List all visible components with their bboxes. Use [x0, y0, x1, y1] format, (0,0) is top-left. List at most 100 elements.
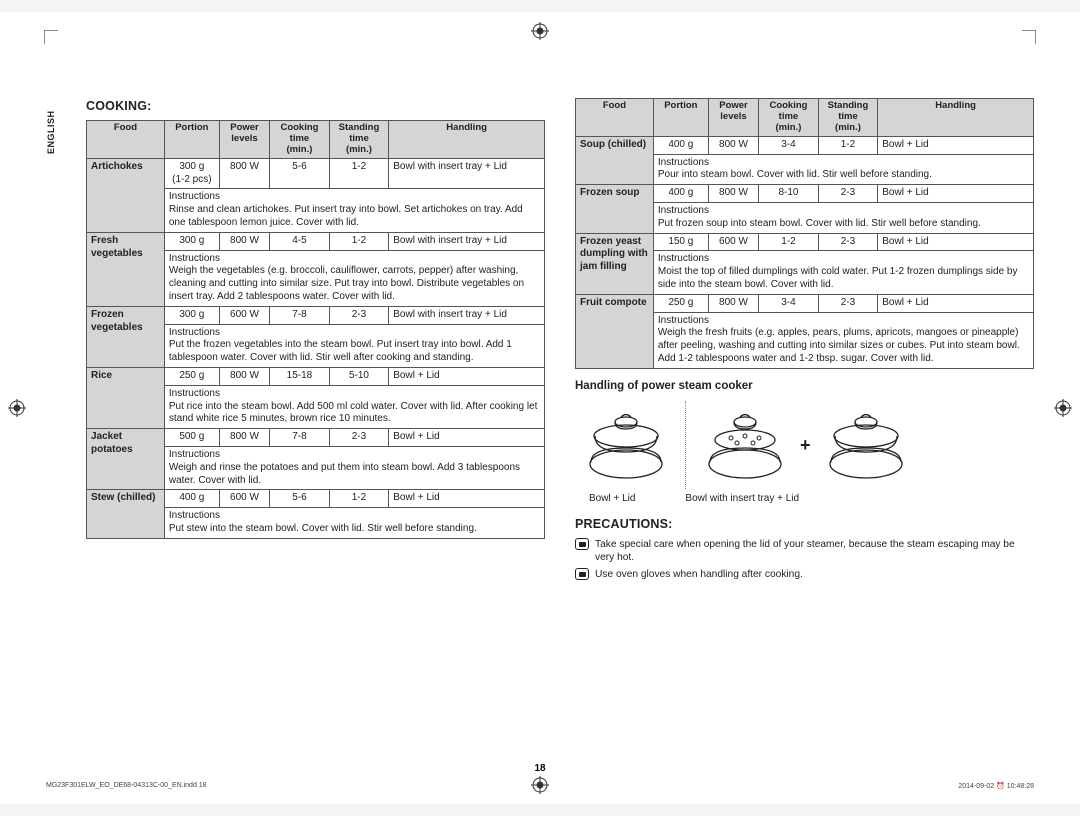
table-cell: 15-18	[270, 367, 330, 385]
table-cell: 800 W	[708, 185, 758, 203]
table-cell: Bowl with insert tray + Lid	[389, 232, 545, 250]
precaution-text: Use oven gloves when handling after cook…	[595, 568, 803, 581]
registration-mark-icon	[8, 399, 26, 417]
food-cell: Soup (chilled)	[576, 136, 654, 184]
cooking-table-right: FoodPortionPowerlevelsCookingtime(min.)S…	[575, 98, 1034, 369]
table-cell: 800 W	[219, 429, 269, 447]
table-row: Frozen yeast dumpling with jam filling15…	[576, 233, 1034, 251]
plus-icon: +	[800, 434, 811, 457]
precaution-item: Use oven gloves when handling after cook…	[575, 568, 1034, 581]
table-cell: 2-3	[329, 306, 389, 324]
table-cell: 300 g(1-2 pcs)	[164, 158, 219, 189]
table-cell: 800 W	[708, 136, 758, 154]
table-cell: 800 W	[219, 232, 269, 250]
table-cell: Bowl + Lid	[878, 233, 1034, 251]
table-cell: Bowl with insert tray + Lid	[389, 306, 545, 324]
crop-mark-icon	[44, 30, 58, 44]
table-cell: Bowl + Lid	[389, 367, 545, 385]
food-cell: Jacket potatoes	[87, 429, 165, 490]
table-header: Portion	[653, 99, 708, 137]
food-cell: Frozen soup	[576, 185, 654, 233]
table-cell: 250 g	[164, 367, 219, 385]
food-cell: Fruit compote	[576, 294, 654, 368]
left-column: ENGLISH COOKING: FoodPortionPowerlevelsC…	[86, 98, 545, 718]
precautions-heading: PRECAUTIONS:	[575, 516, 1034, 532]
food-cell: Artichokes	[87, 158, 165, 232]
footer-line: MG23F301ELW_EO_DE68-04313C-00_EN.indd 18…	[46, 782, 1034, 790]
handling-heading: Handling of power steam cooker	[575, 379, 1034, 394]
table-row: Jacket potatoes500 g800 W7-82-3Bowl + Li…	[87, 429, 545, 447]
table-cell: 800 W	[219, 367, 269, 385]
table-cell: 5-6	[270, 490, 330, 508]
table-cell: 300 g	[164, 232, 219, 250]
table-row: Rice250 g800 W15-185-10Bowl + Lid	[87, 367, 545, 385]
table-cell: 1-2	[818, 136, 878, 154]
table-cell: 8-10	[759, 185, 819, 203]
table-cell: 400 g	[653, 185, 708, 203]
page-number: 18	[0, 763, 1080, 774]
table-cell: Bowl + Lid	[389, 429, 545, 447]
table-cell: 250 g	[653, 294, 708, 312]
hand-icon	[575, 568, 589, 580]
table-cell: Bowl with insert tray + Lid	[389, 158, 545, 189]
instructions-cell: InstructionsWeigh and rinse the potatoes…	[164, 446, 544, 489]
table-cell: Bowl + Lid	[878, 185, 1034, 203]
table-row: Frozen vegetables300 g600 W7-82-3Bowl wi…	[87, 306, 545, 324]
table-cell: 2-3	[818, 294, 878, 312]
table-cell: Bowl + Lid	[878, 136, 1034, 154]
table-cell: 1-2	[759, 233, 819, 251]
table-header: Food	[576, 99, 654, 137]
language-tab: ENGLISH	[46, 110, 58, 154]
dotted-separator	[685, 401, 686, 489]
table-header: Portion	[164, 121, 219, 159]
table-cell: 1-2	[329, 490, 389, 508]
instructions-cell: InstructionsRinse and clean artichokes. …	[164, 189, 544, 232]
table-row: Stew (chilled)400 g600 W5-61-2Bowl + Lid	[87, 490, 545, 508]
precaution-text: Take special care when opening the lid o…	[595, 538, 1034, 564]
crop-mark-icon	[1022, 30, 1036, 44]
table-cell: 7-8	[270, 306, 330, 324]
table-header: Powerlevels	[708, 99, 758, 137]
food-cell: Stew (chilled)	[87, 490, 165, 538]
table-row: Soup (chilled)400 g800 W3-41-2Bowl + Lid	[576, 136, 1034, 154]
table-cell: 3-4	[759, 294, 819, 312]
table-header: Handling	[878, 99, 1034, 137]
instructions-cell: InstructionsPut rice into the steam bowl…	[164, 385, 544, 428]
instructions-cell: InstructionsMoist the top of filled dump…	[653, 251, 1033, 294]
instructions-cell: InstructionsPut frozen soup into steam b…	[653, 202, 1033, 233]
bowl-tray-icon	[704, 408, 786, 482]
table-cell: 7-8	[270, 429, 330, 447]
diagram-captions: Bowl + Lid Bowl with insert tray + Lid	[589, 493, 1034, 506]
footer-timestamp: 2014-09-02 ⏰ 10:48:28	[958, 782, 1034, 790]
table-cell: 800 W	[219, 158, 269, 189]
table-cell: 600 W	[708, 233, 758, 251]
caption-bowl-tray-lid: Bowl with insert tray + Lid	[685, 493, 799, 506]
table-row: Fruit compote250 g800 W3-42-3Bowl + Lid	[576, 294, 1034, 312]
table-header: Cookingtime(min.)	[759, 99, 819, 137]
registration-mark-icon	[531, 22, 549, 40]
table-cell: 600 W	[219, 490, 269, 508]
instructions-cell: InstructionsWeigh the vegetables (e.g. b…	[164, 250, 544, 306]
table-cell: 1-2	[329, 158, 389, 189]
instructions-cell: InstructionsWeigh the fresh fruits (e.g.…	[653, 312, 1033, 368]
precautions-list: Take special care when opening the lid o…	[575, 538, 1034, 581]
content-columns: ENGLISH COOKING: FoodPortionPowerlevelsC…	[46, 98, 1034, 718]
table-cell: 1-2	[329, 232, 389, 250]
table-header: Standingtime(min.)	[818, 99, 878, 137]
table-cell: Bowl + Lid	[389, 490, 545, 508]
instructions-cell: InstructionsPut stew into the steam bowl…	[164, 508, 544, 539]
bowl-lid-small-icon	[825, 408, 907, 482]
table-cell: 400 g	[653, 136, 708, 154]
bowl-lid-icon	[585, 408, 667, 482]
table-cell: 500 g	[164, 429, 219, 447]
table-row: Fresh vegetables300 g800 W4-51-2Bowl wit…	[87, 232, 545, 250]
instructions-cell: InstructionsPour into steam bowl. Cover …	[653, 154, 1033, 185]
table-cell: 5-6	[270, 158, 330, 189]
steam-cooker-diagram: +	[585, 401, 1034, 489]
registration-mark-icon	[1054, 399, 1072, 417]
food-cell: Rice	[87, 367, 165, 428]
table-cell: 2-3	[329, 429, 389, 447]
footer-doc-id: MG23F301ELW_EO_DE68-04313C-00_EN.indd 18	[46, 782, 207, 790]
table-row: Frozen soup400 g800 W8-102-3Bowl + Lid	[576, 185, 1034, 203]
table-header: Food	[87, 121, 165, 159]
